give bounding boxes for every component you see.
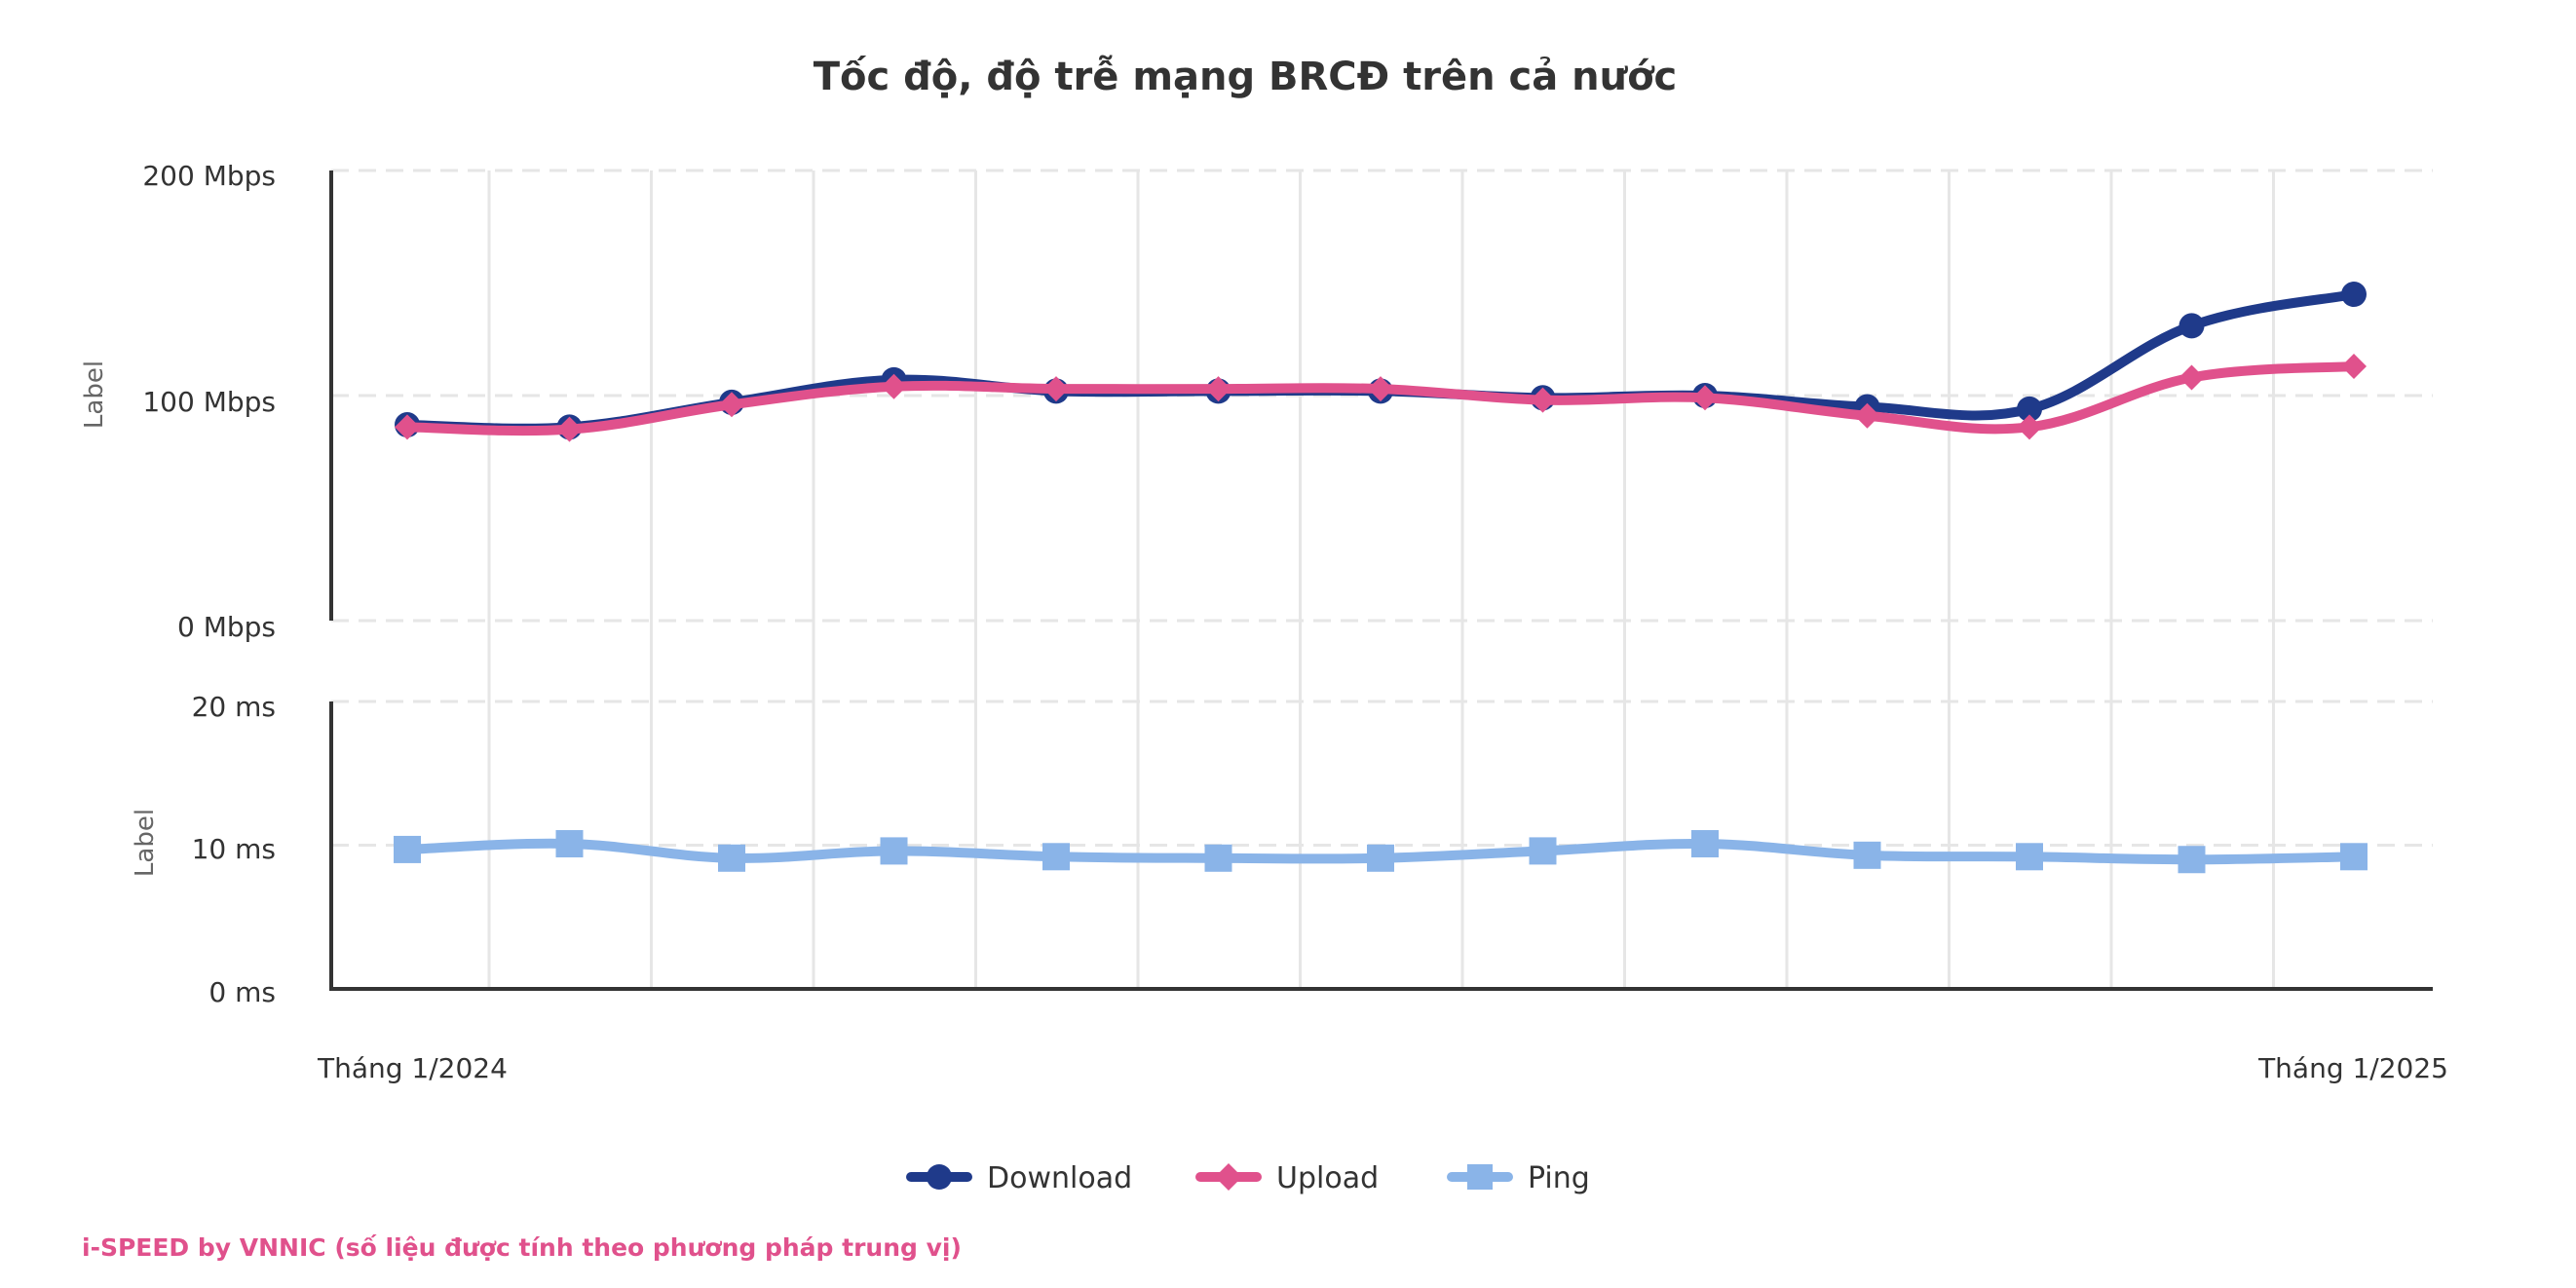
ping-point-1[interactable] — [394, 835, 421, 863]
legend-marker-ping — [1467, 1164, 1493, 1190]
upload-point-10[interactable] — [1854, 402, 1880, 429]
x-label-last: Tháng 1/2025 — [2257, 1052, 2448, 1084]
ping-point-3[interactable] — [718, 844, 745, 872]
legend-marker-upload — [1215, 1163, 1242, 1191]
download-point-13[interactable] — [2341, 282, 2367, 308]
speed-axis-label: Label — [80, 360, 109, 429]
upload-point-9[interactable] — [1692, 385, 1718, 411]
legend-item-upload[interactable]: Upload — [1195, 1161, 1379, 1195]
x-label-first: Tháng 1/2024 — [317, 1052, 508, 1084]
ping-point-2[interactable] — [555, 830, 584, 858]
ping-point-10[interactable] — [1853, 841, 1881, 869]
upload-point-7[interactable] — [1368, 376, 1393, 402]
latency-axis-label: Label — [131, 809, 160, 877]
source-note: i-SPEED by VNNIC (số liệu được tính theo… — [82, 1233, 962, 1262]
ping-point-8[interactable] — [1529, 837, 1557, 865]
upload-point-12[interactable] — [2178, 364, 2205, 391]
upload-point-2[interactable] — [556, 416, 583, 442]
y-tick-20-ms: 20 ms — [192, 691, 276, 723]
upload-point-4[interactable] — [881, 373, 907, 399]
chart-title: Tốc độ, độ trễ mạng BRCĐ trên cả nước — [814, 55, 1678, 99]
upload-point-13[interactable] — [2341, 353, 2367, 379]
ping-point-6[interactable] — [1204, 844, 1232, 872]
upload-point-11[interactable] — [2017, 414, 2042, 440]
ping-point-9[interactable] — [1691, 830, 1719, 858]
legend-label-download: Download — [987, 1161, 1132, 1195]
ping-point-4[interactable] — [880, 837, 908, 865]
series-upload — [395, 353, 2367, 442]
download-point-11[interactable] — [2017, 396, 2042, 422]
y-tick-100-mbps: 100 Mbps — [142, 386, 276, 418]
upload-point-5[interactable] — [1043, 376, 1069, 402]
ping-point-5[interactable] — [1042, 843, 1070, 871]
ping-point-12[interactable] — [2178, 846, 2206, 874]
legend-label-ping: Ping — [1528, 1161, 1590, 1195]
ping-point-13[interactable] — [2340, 843, 2368, 871]
legend-label-upload: Upload — [1276, 1161, 1379, 1195]
series-ping — [394, 830, 2368, 874]
upload-point-6[interactable] — [1205, 376, 1231, 402]
download-point-12[interactable] — [2178, 313, 2205, 339]
y-tick-0-mbps: 0 Mbps — [177, 611, 276, 643]
y-tick-200-mbps: 200 Mbps — [142, 160, 276, 192]
y-tick-0-ms: 0 ms — [208, 976, 276, 1008]
y-tick-10-ms: 10 ms — [192, 833, 276, 865]
upload-point-1[interactable] — [395, 414, 420, 440]
upload-point-8[interactable] — [1530, 387, 1556, 413]
legend: Download Upload Ping — [906, 1161, 1590, 1195]
ping-point-11[interactable] — [2016, 843, 2043, 871]
legend-marker-download — [927, 1164, 952, 1190]
legend-item-ping[interactable]: Ping — [1447, 1161, 1590, 1195]
ping-point-7[interactable] — [1367, 844, 1394, 872]
legend-item-download[interactable]: Download — [906, 1161, 1132, 1195]
upload-point-3[interactable] — [719, 392, 744, 418]
series-layer — [394, 282, 2368, 874]
